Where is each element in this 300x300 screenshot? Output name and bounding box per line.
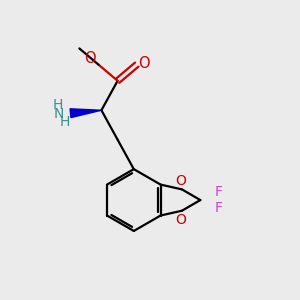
Text: O: O xyxy=(84,51,96,66)
Text: H: H xyxy=(59,115,70,129)
Text: N: N xyxy=(54,107,64,121)
Text: F: F xyxy=(214,185,223,199)
Text: O: O xyxy=(175,173,186,188)
Text: F: F xyxy=(214,201,223,215)
Text: H: H xyxy=(53,98,63,112)
Polygon shape xyxy=(70,109,101,118)
Text: O: O xyxy=(138,56,150,70)
Text: O: O xyxy=(175,213,186,226)
